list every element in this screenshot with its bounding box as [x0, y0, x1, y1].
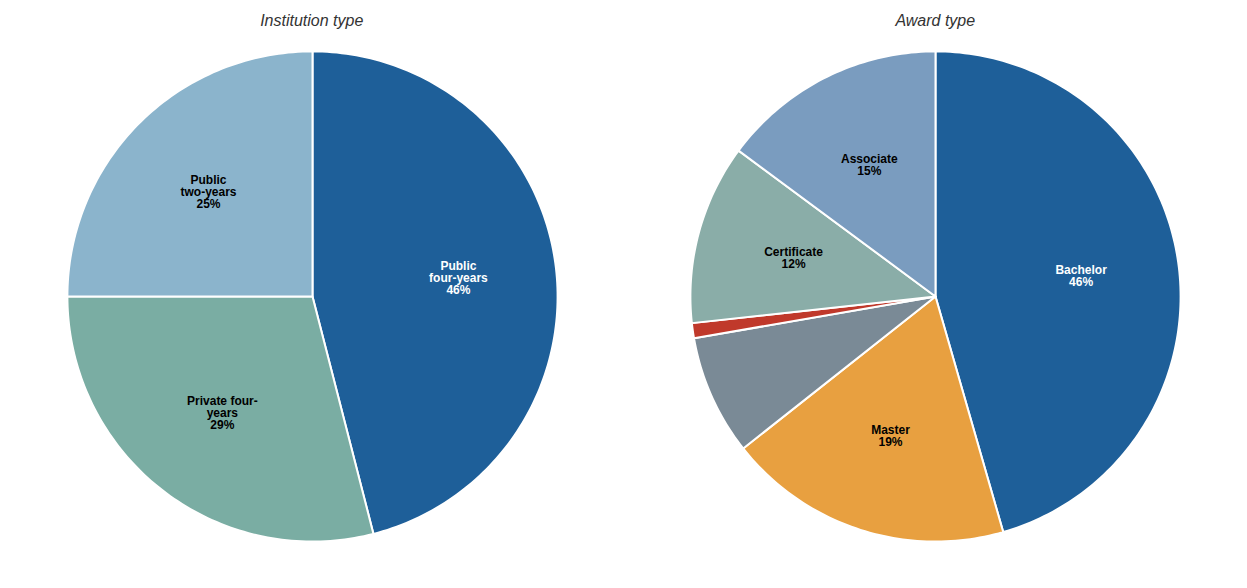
- html-text:Institution type: Institution type: [260, 12, 364, 29]
- svg-text:Publicfour-years46%: Publicfour-years46%: [429, 259, 488, 297]
- svg-text:Master19%: Master19%: [871, 423, 910, 449]
- svg-text:Certificate12%: Certificate12%: [764, 245, 823, 271]
- svg-text:Private four-years29%: Private four-years29%: [187, 394, 258, 432]
- svg-text:Associate15%: Associate15%: [841, 152, 898, 178]
- svg-text:Publictwo-years25%: Publictwo-years25%: [180, 173, 236, 211]
- html-text:Award type: Award type: [895, 12, 976, 29]
- svg-text:Bachelor46%: Bachelor46%: [1056, 263, 1108, 289]
